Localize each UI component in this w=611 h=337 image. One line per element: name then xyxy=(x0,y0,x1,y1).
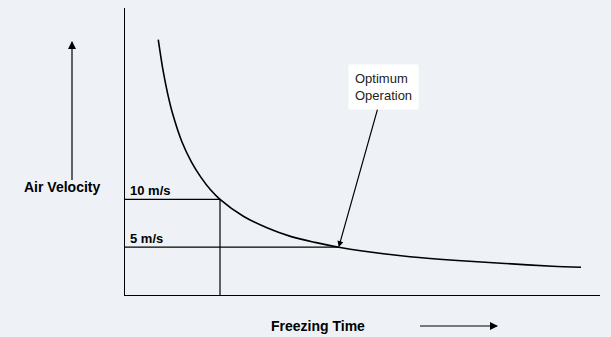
svg-text:10 m/s: 10 m/s xyxy=(130,183,170,198)
svg-text:Freezing Time: Freezing Time xyxy=(271,318,365,334)
svg-text:Air Velocity: Air Velocity xyxy=(24,179,100,195)
svg-text:OptimumOperation: OptimumOperation xyxy=(355,71,412,103)
svg-text:5 m/s: 5 m/s xyxy=(130,231,163,246)
